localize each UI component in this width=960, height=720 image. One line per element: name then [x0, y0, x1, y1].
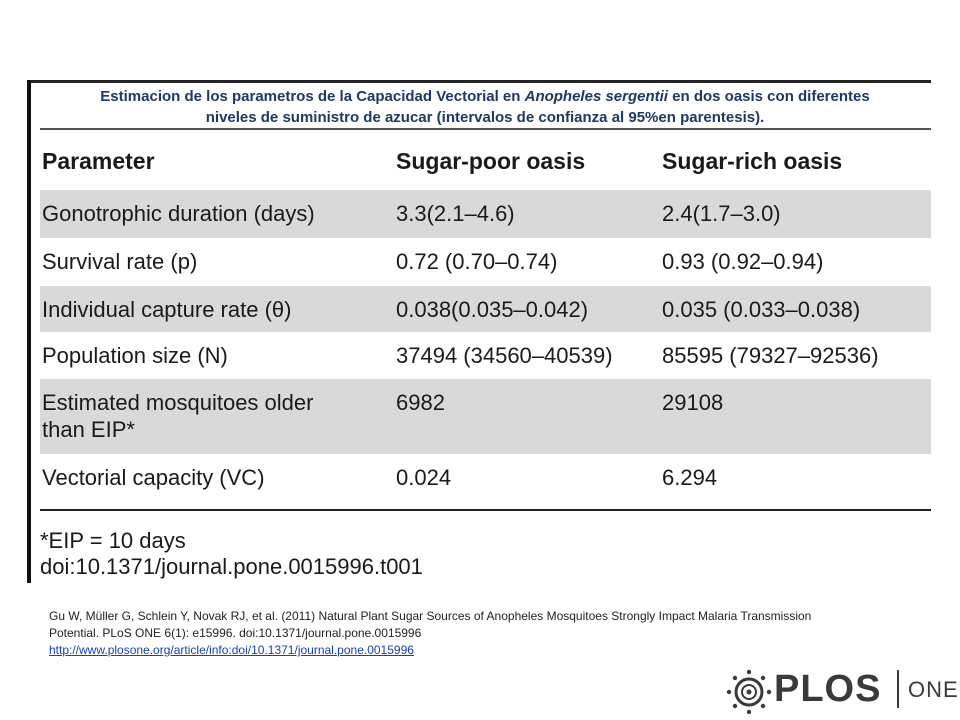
table-row: Vectorial capacity (VC) 0.024 6.294 [40, 454, 931, 508]
row-poor-value: 6982 [396, 390, 445, 415]
table-row: Individual capture rate (θ) 0.038(0.035–… [40, 286, 931, 332]
table-row: Gonotrophic duration (days) 3.3(2.1–4.6)… [40, 190, 931, 238]
table-doi: doi:10.1371/journal.pone.0015996.t001 [40, 554, 423, 579]
row-poor-value: 37494 (34560–40539) [396, 343, 613, 368]
citation-line-1: Gu W, Müller G, Schlein Y, Novak RJ, et … [49, 609, 812, 623]
row-rich-value: 6.294 [662, 465, 718, 490]
row-rich-value: 2.4(1.7–3.0) [662, 201, 781, 226]
citation: Gu W, Müller G, Schlein Y, Novak RJ, et … [49, 608, 929, 659]
header-sugar-poor: Sugar-poor oasis [396, 148, 586, 174]
one-wordmark: ONE [908, 677, 959, 702]
caption-rule [40, 128, 931, 130]
header-sugar-rich: Sugar-rich oasis [662, 148, 843, 174]
citation-line-2: Potential. PLoS ONE 6(1): e15996. doi:10… [49, 626, 422, 640]
plos-wordmark: PLOS [774, 668, 882, 710]
table-bottom-rule [40, 509, 931, 511]
row-parameter: Gonotrophic duration (days) [42, 201, 315, 226]
table-caption: Estimacion de los parametros de la Capac… [40, 86, 930, 128]
eip-note: *EIP = 10 days [40, 528, 186, 553]
table-footnote: *EIP = 10 days doi:10.1371/journal.pone.… [40, 528, 423, 580]
row-rich-value: 29108 [662, 390, 724, 415]
row-poor-value: 3.3(2.1–4.6) [396, 201, 515, 226]
species-name: Anopheles sergentii [524, 88, 668, 105]
row-poor-value: 0.72 (0.70–0.74) [396, 249, 558, 274]
row-parameter: Individual capture rate (θ) [42, 297, 292, 322]
plos-logo-icon [726, 669, 772, 715]
table-header-row: Parameter Sugar-poor oasis Sugar-rich oa… [40, 138, 931, 190]
caption-line-2: niveles de suministro de azucar (interva… [205, 109, 765, 126]
table-row: Population size (N) 37494 (34560–40539) … [40, 332, 931, 379]
table-row: Estimated mosquitoes older than EIP* 698… [40, 379, 931, 454]
row-parameter: Vectorial capacity (VC) [42, 465, 265, 490]
row-rich-value: 0.93 (0.92–0.94) [662, 249, 824, 274]
row-parameter: Estimated mosquitoes older than EIP* [42, 390, 314, 442]
table-row: Survival rate (p) 0.72 (0.70–0.74) 0.93 … [40, 238, 931, 286]
row-parameter: Survival rate (p) [42, 249, 198, 274]
row-rich-value: 0.035 (0.033–0.038) [662, 297, 861, 322]
article-link[interactable]: http://www.plosone.org/article/info:doi/… [49, 643, 414, 657]
row-poor-value: 0.038(0.035–0.042) [396, 297, 589, 322]
caption-line-1: Estimacion de los parametros de la Capac… [100, 88, 870, 105]
header-parameter: Parameter [42, 148, 155, 174]
table-top-rule [30, 80, 931, 83]
left-border-rule [27, 80, 31, 583]
row-parameter: Population size (N) [42, 343, 228, 368]
row-rich-value: 85595 (79327–92536) [662, 343, 879, 368]
logo-divider [897, 670, 899, 708]
parameter-table: Parameter Sugar-poor oasis Sugar-rich oa… [40, 138, 931, 508]
row-poor-value: 0.024 [396, 465, 452, 490]
